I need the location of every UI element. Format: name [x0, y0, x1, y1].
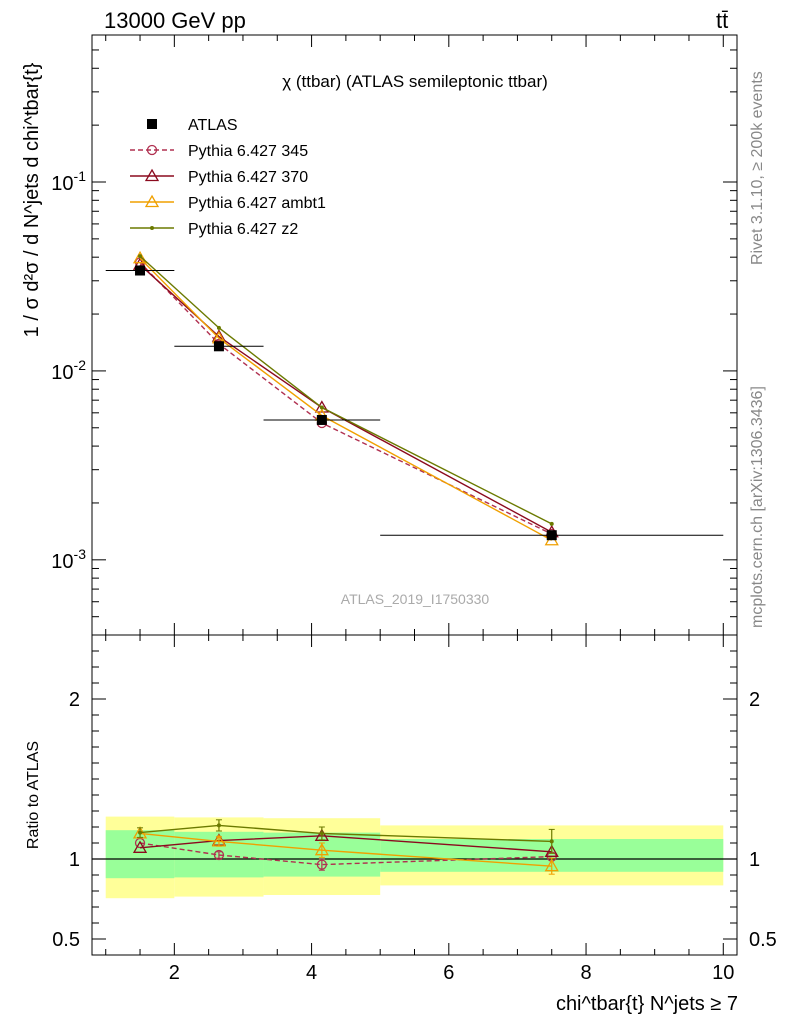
ratio-xlabel: chi^tbar{t} N^jets ≥ 7: [556, 993, 738, 1015]
ratio-series-point: [314, 842, 329, 856]
ratio-x-tick-label: 8: [580, 962, 591, 984]
legend: ATLAS Pythia 6.427 345 Pythia 6.427 370 Pyt…: [130, 117, 326, 238]
main-series-point: [319, 405, 324, 410]
main-title: χ (ttbar) (ATLAS semileptonic ttbar): [282, 72, 548, 91]
main-series-point: [132, 250, 148, 264]
ratio-y-tick-label: 1: [69, 849, 80, 871]
main-ylabel: 1 / σ d²σ / d N^jets d chi^tbar{t}: [21, 62, 43, 337]
mcplots-label: mcplots.cern.ch [arXiv:1306.3436]: [749, 386, 766, 628]
ratio-x-tick-label: 6: [443, 962, 454, 984]
main-series-point: [216, 325, 221, 330]
main-y-tick-label: 10-1: [51, 168, 86, 195]
ratio-series-point: [544, 858, 559, 872]
ratio-series-point: [132, 840, 148, 853]
ratio-series-point: [544, 844, 559, 857]
ratio-y-tick-label-right: 1: [749, 849, 760, 871]
main-series-point: [314, 400, 329, 413]
ratio-y-tick-label: 0.5: [52, 929, 80, 951]
atlas-data-point: [546, 530, 557, 541]
main-y-tick-label: 10-3: [51, 546, 86, 573]
atlas-data-point: [213, 341, 224, 352]
ratio-series-point: [138, 830, 143, 835]
legend-marker: [144, 194, 160, 208]
legend-label: ATLAS: [188, 117, 238, 134]
main-series-line: [139, 257, 553, 541]
legend-marker: [147, 119, 157, 129]
ratio-frame: [91, 634, 738, 956]
ratio-y-tick-label-right: 2: [749, 689, 760, 711]
legend-label: Pythia 6.427 345: [188, 143, 308, 160]
main-y-tick-label: 10-2: [51, 357, 86, 384]
main-series-point: [138, 254, 143, 259]
ratio-panel: 2 4 6 8 10 0.5 0.5 1 1 2 2 Ratio to ATLAS chi^tbar…: [25, 634, 777, 1015]
ratio-series-point: [213, 849, 225, 861]
ratio-y-tick-label-right: 0.5: [749, 929, 777, 951]
legend-marker: [144, 168, 160, 182]
energy-label: 13000 GeV pp: [104, 8, 246, 33]
rivet-label: Rivet 3.1.10, ≥ 200k events: [749, 71, 766, 265]
ratio-series-line: [139, 824, 552, 843]
ratio-series-point: [216, 823, 221, 828]
legend-label: Pythia 6.427 z2: [188, 221, 298, 238]
main-series-line: [139, 264, 553, 533]
process-label: tt̄: [716, 8, 728, 33]
ratio-series-line: [139, 835, 552, 853]
legend-label: Pythia 6.427 370: [188, 169, 308, 186]
atlas-data-point: [135, 265, 146, 276]
legend-marker: [146, 144, 158, 156]
ratio-y-tick-label: 2: [69, 689, 80, 711]
legend-label: Pythia 6.427 ambt1: [188, 195, 326, 212]
ratio-x-tick-label: 2: [169, 962, 180, 984]
ratio-series-line: [139, 842, 552, 866]
ratio-x-tick-label: 10: [712, 962, 734, 984]
atlas-data-point: [316, 414, 327, 425]
watermark: ATLAS_2019_I1750330: [341, 591, 490, 607]
ratio-series-point: [211, 834, 227, 847]
main-panel: 10-3 10-2 10-1 χ (ttbar) (ATLAS semilepton…: [21, 34, 738, 636]
legend-marker: [150, 226, 154, 230]
ratio-series-point: [549, 839, 554, 844]
main-series-point: [549, 521, 554, 526]
ratio-ylabel: Ratio to ATLAS: [25, 741, 42, 849]
main-series-line: [139, 255, 553, 525]
ratio-series-line: [139, 832, 552, 867]
ratio-series-point: [319, 831, 324, 836]
ratio-series-point: [316, 859, 328, 870]
ratio-x-tick-label: 4: [306, 962, 317, 984]
